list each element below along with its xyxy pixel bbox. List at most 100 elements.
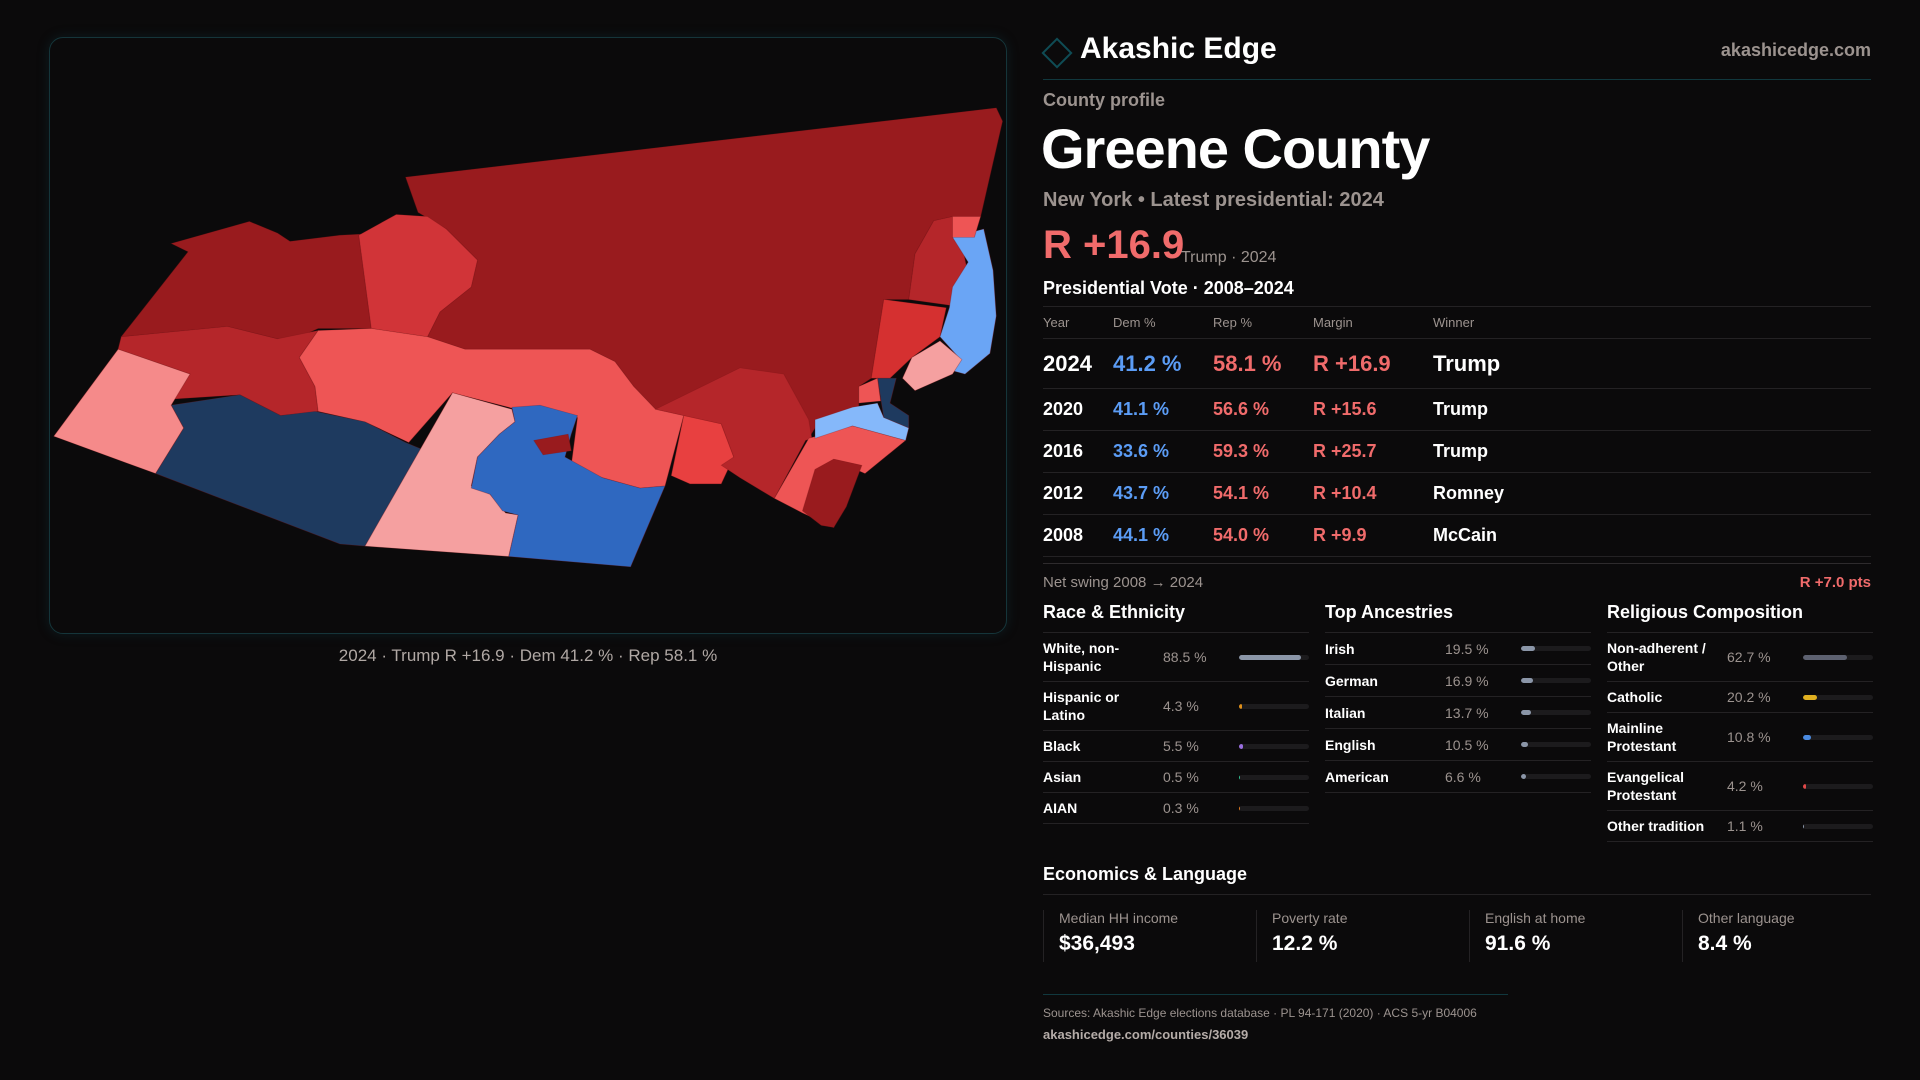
dem-cell: 41.1 % bbox=[1113, 388, 1213, 431]
dem-cell: 43.7 % bbox=[1113, 472, 1213, 515]
item-value: 4.2 % bbox=[1727, 778, 1763, 794]
map-frame bbox=[49, 37, 1007, 634]
vote-section-title: Presidential Vote · 2008–2024 bbox=[1043, 278, 1294, 298]
item-label: Evangelical Protestant bbox=[1607, 769, 1685, 803]
bar-fill bbox=[1803, 823, 1805, 829]
permalink[interactable]: akashicedge.com/counties/36039 bbox=[1043, 1027, 1249, 1042]
table-row: 2024 41.2 % 58.1 % R +16.9 Trump bbox=[1043, 338, 1871, 389]
col-header: Rep % bbox=[1213, 306, 1313, 339]
ancestry-panel: Irish 19.5 % German 16.9 % Italian 13.7 … bbox=[1325, 632, 1591, 793]
ancestry-title: Top Ancestries bbox=[1325, 602, 1454, 622]
margin-cell: R +16.9 bbox=[1313, 338, 1433, 389]
item-value: 1.1 % bbox=[1727, 818, 1763, 834]
stat-value: 91.6 % bbox=[1485, 932, 1551, 955]
bar-fill bbox=[1239, 774, 1241, 780]
winner-cell: McCain bbox=[1433, 514, 1871, 557]
race-panel: White, non-Hispanic 88.5 % Hispanic or L… bbox=[1043, 632, 1309, 824]
divider bbox=[1043, 994, 1508, 995]
page-title: Greene County bbox=[1041, 117, 1430, 180]
item-label: German bbox=[1325, 672, 1378, 689]
year-cell: 2020 bbox=[1043, 388, 1113, 431]
divider bbox=[1043, 79, 1871, 80]
list-item: Non-adherent / Other 62.7 % bbox=[1607, 633, 1873, 682]
map-region[interactable] bbox=[952, 216, 982, 238]
net-swing-value: R +7.0 pts bbox=[1799, 574, 1871, 591]
stat-label: Other language bbox=[1698, 910, 1795, 926]
map-region[interactable] bbox=[801, 458, 863, 528]
item-label: English bbox=[1325, 736, 1376, 753]
map-caption: 2024 · Trump R +16.9 · Dem 41.2 % · Rep … bbox=[338, 646, 718, 665]
list-item: English 10.5 % bbox=[1325, 729, 1591, 761]
list-item: AIAN 0.3 % bbox=[1043, 793, 1309, 824]
stat-label: Median HH income bbox=[1059, 910, 1179, 926]
bar-fill bbox=[1521, 646, 1535, 651]
bar-track bbox=[1239, 703, 1309, 709]
item-value: 88.5 % bbox=[1163, 649, 1207, 665]
year-cell: 2012 bbox=[1043, 472, 1113, 515]
item-value: 13.7 % bbox=[1445, 704, 1489, 721]
map-region[interactable] bbox=[155, 394, 432, 547]
year-cell: 2016 bbox=[1043, 430, 1113, 473]
bar-track bbox=[1803, 654, 1873, 660]
item-value: 62.7 % bbox=[1727, 649, 1771, 665]
list-item: American 6.6 % bbox=[1325, 761, 1591, 793]
item-value: 10.5 % bbox=[1445, 736, 1489, 753]
eyebrow: County profile bbox=[1043, 90, 1165, 110]
stat-card-english: English at home 91.6 % bbox=[1469, 910, 1585, 962]
bar-track bbox=[1239, 654, 1309, 660]
list-item: German 16.9 % bbox=[1325, 665, 1591, 697]
map-region[interactable] bbox=[814, 402, 910, 441]
item-label: Other tradition bbox=[1607, 818, 1705, 834]
map-region[interactable] bbox=[858, 377, 882, 404]
year-cell: 2008 bbox=[1043, 514, 1113, 557]
county-map[interactable] bbox=[40, 30, 1020, 680]
item-value: 20.2 % bbox=[1727, 689, 1771, 705]
item-label: Irish bbox=[1325, 640, 1355, 657]
race-title: Race & Ethnicity bbox=[1043, 602, 1186, 622]
item-value: 4.3 % bbox=[1163, 698, 1199, 714]
divider bbox=[1043, 563, 1871, 564]
table-row: 2016 33.6 % 59.3 % R +25.7 Trump bbox=[1043, 430, 1871, 473]
item-label: White, non-Hispanic bbox=[1043, 640, 1120, 674]
map-region[interactable] bbox=[533, 433, 572, 456]
stat-value: 8.4 % bbox=[1698, 932, 1752, 955]
economics-title: Economics & Language bbox=[1043, 864, 1248, 884]
stat-label: English at home bbox=[1485, 910, 1586, 926]
map-region[interactable] bbox=[901, 340, 963, 392]
map-region[interactable] bbox=[470, 404, 666, 568]
headline-margin: R +16.9 bbox=[1043, 223, 1185, 267]
vote-table: Year Dem % Rep % Margin Winner 2024 41.2 … bbox=[1043, 306, 1871, 557]
stat-card-poverty: Poverty rate 12.2 % bbox=[1256, 910, 1347, 962]
map-region[interactable] bbox=[654, 367, 813, 499]
diamond-logo-icon bbox=[1041, 37, 1073, 69]
bar-track bbox=[1803, 823, 1873, 829]
headline-margin-sub: Trump · 2024 bbox=[1181, 249, 1277, 266]
rep-cell: 54.0 % bbox=[1213, 514, 1313, 557]
bar-track bbox=[1803, 734, 1873, 740]
item-value: 16.9 % bbox=[1445, 672, 1489, 689]
item-label: American bbox=[1325, 768, 1389, 785]
stat-label: Poverty rate bbox=[1272, 910, 1348, 926]
dem-cell: 44.1 % bbox=[1113, 514, 1213, 557]
margin-cell: R +15.6 bbox=[1313, 388, 1433, 431]
site-link[interactable]: akashicedge.com bbox=[1720, 40, 1871, 60]
col-header: Year bbox=[1043, 306, 1113, 339]
list-item: Italian 13.7 % bbox=[1325, 697, 1591, 729]
bar-track bbox=[1521, 774, 1591, 779]
rep-cell: 54.1 % bbox=[1213, 472, 1313, 515]
item-value: 5.5 % bbox=[1163, 738, 1199, 754]
list-item: Mainline Protestant 10.8 % bbox=[1607, 713, 1873, 762]
brand-name: Akashic Edge bbox=[1080, 32, 1277, 65]
col-header: Winner bbox=[1433, 306, 1871, 339]
subtitle: New York • Latest presidential: 2024 bbox=[1043, 189, 1384, 211]
list-item: Black 5.5 % bbox=[1043, 731, 1309, 762]
list-item: Evangelical Protestant 4.2 % bbox=[1607, 762, 1873, 811]
rep-cell: 56.6 % bbox=[1213, 388, 1313, 431]
item-value: 0.3 % bbox=[1163, 800, 1199, 816]
item-value: 19.5 % bbox=[1445, 640, 1489, 657]
bar-track bbox=[1521, 710, 1591, 715]
map-region[interactable] bbox=[120, 221, 381, 340]
stat-card-other-language: Other language 8.4 % bbox=[1682, 910, 1795, 962]
stat-card-income: Median HH income $36,493 bbox=[1043, 910, 1178, 962]
year-cell: 2024 bbox=[1043, 338, 1113, 389]
